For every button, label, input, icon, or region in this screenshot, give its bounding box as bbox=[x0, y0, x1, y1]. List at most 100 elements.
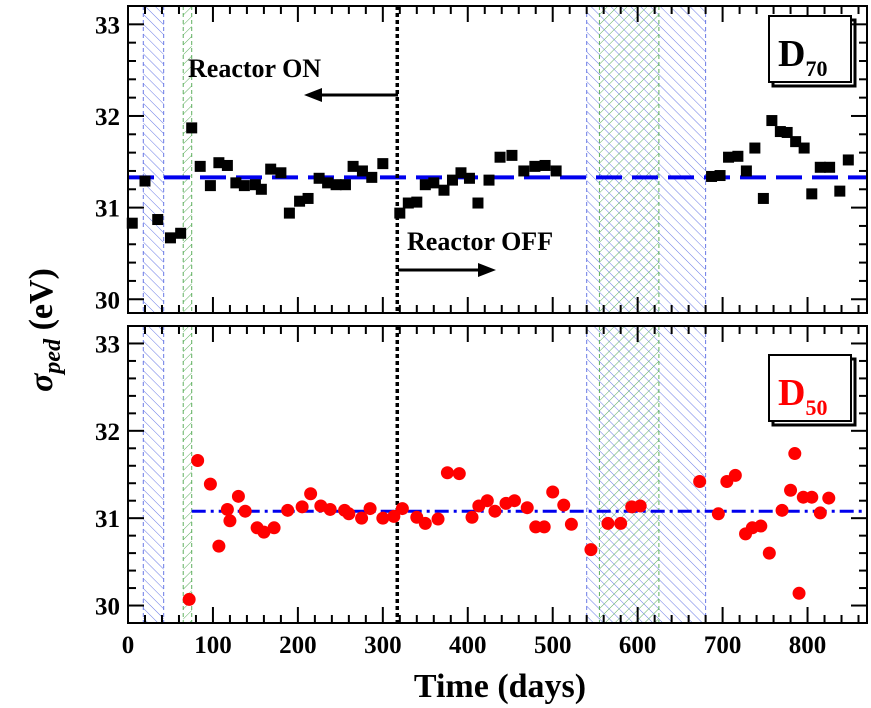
data-point bbox=[762, 546, 776, 560]
data-point bbox=[601, 516, 615, 530]
data-point bbox=[790, 136, 802, 148]
data-point bbox=[376, 511, 390, 525]
x-tick-label: 800 bbox=[789, 632, 827, 659]
top-axis-ticks bbox=[127, 5, 867, 313]
data-point bbox=[834, 185, 846, 197]
data-point bbox=[355, 511, 369, 525]
y-axis-subscript: ped bbox=[40, 338, 66, 376]
data-point bbox=[520, 501, 534, 515]
data-point bbox=[265, 163, 277, 175]
data-point bbox=[402, 197, 414, 209]
data-point bbox=[494, 151, 506, 163]
y-axis-unit: (eV) bbox=[23, 268, 60, 339]
data-point bbox=[463, 172, 475, 184]
data-point bbox=[822, 491, 836, 505]
reactor-on-annotation: Reactor ON bbox=[188, 54, 398, 102]
data-point bbox=[488, 504, 502, 518]
shaded-region bbox=[183, 326, 192, 623]
data-point bbox=[267, 521, 281, 535]
data-point bbox=[788, 447, 802, 461]
data-point bbox=[175, 227, 187, 239]
bottom-panel-d50: 30 31 32 33 0 100 200 300 400 500 600 700 800 D50 bbox=[95, 325, 868, 659]
data-point bbox=[377, 158, 389, 170]
data-point bbox=[564, 517, 578, 531]
x-tick-label: 300 bbox=[364, 632, 402, 659]
data-point bbox=[813, 506, 827, 520]
data-point bbox=[507, 494, 521, 508]
data-point bbox=[446, 174, 458, 186]
data-point bbox=[798, 142, 810, 154]
data-point bbox=[766, 115, 778, 127]
data-point bbox=[792, 586, 806, 600]
data-point bbox=[283, 207, 295, 219]
bottom-panel-label-box: D50 bbox=[768, 354, 857, 427]
data-point bbox=[186, 122, 198, 134]
data-point bbox=[806, 188, 818, 200]
data-point bbox=[824, 161, 836, 173]
data-point bbox=[805, 490, 819, 504]
data-point bbox=[550, 165, 562, 177]
y-tick-label: 32 bbox=[95, 419, 120, 446]
bottom-shaded-regions bbox=[142, 326, 707, 623]
data-point bbox=[387, 509, 401, 523]
bottom-tick-labels: 30 31 32 33 0 100 200 300 400 500 600 700 800 bbox=[95, 331, 826, 659]
data-point bbox=[182, 592, 196, 606]
data-point bbox=[231, 489, 245, 503]
x-tick-label: 0 bbox=[122, 632, 135, 659]
x-tick-label: 400 bbox=[449, 632, 487, 659]
data-point bbox=[814, 161, 826, 173]
y-tick-label: 30 bbox=[95, 594, 120, 621]
data-point bbox=[139, 175, 151, 187]
data-point bbox=[257, 525, 271, 539]
data-point bbox=[728, 468, 742, 482]
data-point bbox=[281, 503, 295, 517]
shaded-region bbox=[599, 326, 659, 623]
data-point bbox=[546, 485, 560, 499]
data-point bbox=[455, 167, 467, 179]
data-point bbox=[238, 180, 250, 192]
top-shaded-regions bbox=[142, 6, 707, 313]
data-point bbox=[714, 170, 726, 182]
y-tick-label: 30 bbox=[95, 287, 120, 314]
data-point bbox=[194, 160, 206, 172]
top-panel-label-box: D70 bbox=[768, 15, 857, 88]
data-point bbox=[537, 520, 551, 534]
reactor-off-arrow-head bbox=[478, 263, 496, 277]
data-point bbox=[213, 157, 225, 169]
x-tick-label: 700 bbox=[704, 632, 742, 659]
data-point bbox=[330, 179, 342, 191]
data-point bbox=[438, 184, 450, 196]
data-point bbox=[754, 519, 768, 533]
shaded-region bbox=[143, 326, 164, 623]
data-point bbox=[723, 151, 735, 163]
data-point bbox=[411, 196, 423, 208]
data-point bbox=[633, 499, 647, 513]
x-tick-label: 500 bbox=[534, 632, 572, 659]
y-axis-title: σped (eV) bbox=[23, 268, 66, 392]
shaded-region bbox=[183, 6, 192, 313]
y-axis-symbol: σ bbox=[23, 372, 60, 392]
data-point bbox=[126, 217, 138, 229]
data-point bbox=[693, 474, 707, 488]
data-point bbox=[539, 159, 551, 171]
data-point bbox=[428, 177, 440, 189]
data-point bbox=[774, 126, 786, 138]
bottom-panel-label: D50 bbox=[778, 372, 827, 420]
data-point bbox=[749, 142, 761, 154]
data-point bbox=[842, 154, 854, 166]
data-point bbox=[313, 172, 325, 184]
data-point bbox=[483, 174, 495, 186]
data-point bbox=[322, 177, 334, 189]
data-point bbox=[440, 466, 454, 480]
data-point bbox=[775, 503, 789, 517]
x-tick-label: 600 bbox=[619, 632, 657, 659]
data-point bbox=[223, 514, 237, 528]
data-point bbox=[366, 171, 378, 183]
x-tick-label: 200 bbox=[279, 632, 317, 659]
data-point bbox=[418, 516, 432, 530]
data-point bbox=[152, 214, 164, 226]
data-point bbox=[452, 467, 466, 481]
data-point bbox=[614, 516, 628, 530]
top-data-points bbox=[126, 115, 854, 244]
